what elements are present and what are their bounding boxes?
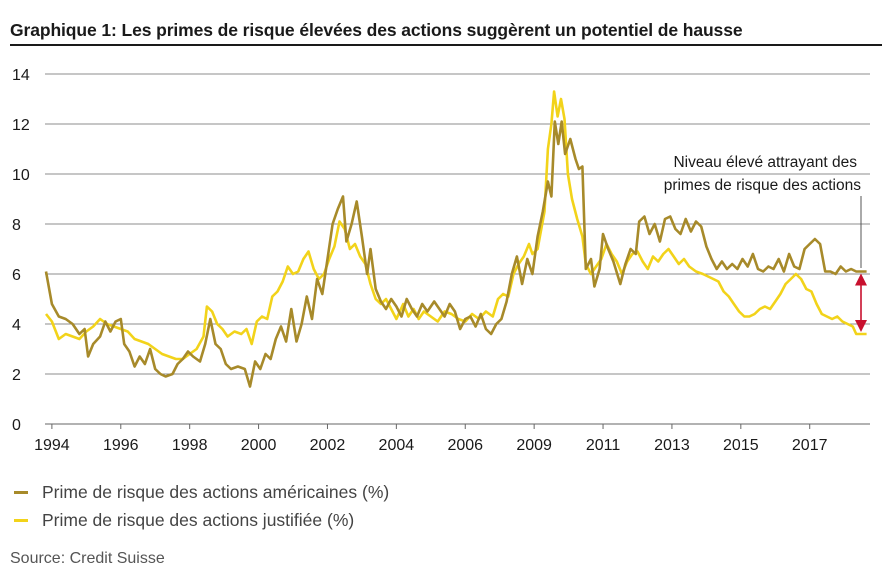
title-rule — [10, 44, 882, 46]
line-chart: 0 2 4 6 8 10 12 14 1994 1996 1998 2000 2002 2004 2006 2… — [12, 67, 870, 454]
chart-title: Graphique 1: Les primes de risque élevée… — [10, 20, 743, 40]
axis-layer: 0 2 4 6 8 10 12 14 1994 1996 1998 2000 2002 2004 2006 2… — [12, 67, 828, 454]
legend-label-us: Prime de risque des actions américaines … — [42, 481, 390, 502]
x-tick-label: 2013 — [654, 437, 690, 454]
legend-swatch-justified — [14, 518, 28, 522]
x-tick-label: 2002 — [310, 437, 346, 454]
y-tick-label: 10 — [12, 167, 30, 184]
series-layer — [44, 90, 867, 388]
spread-arrow-head-down — [855, 320, 867, 332]
y-tick-label: 12 — [12, 117, 30, 134]
y-tick-label: 0 — [12, 417, 21, 434]
y-tick-label: 14 — [12, 67, 30, 84]
x-tick-label: 1994 — [34, 437, 70, 454]
spread-arrow-head-up — [855, 273, 867, 286]
y-tick-label: 6 — [12, 267, 21, 284]
series-line-justified — [44, 90, 867, 361]
annotation-line-2: primes de risque des actions — [664, 177, 862, 194]
legend-item-us: Prime de risque des actions américaines … — [14, 478, 389, 506]
legend: Prime de risque des actions américaines … — [14, 478, 389, 534]
x-tick-label: 2000 — [241, 437, 277, 454]
x-tick-label: 2015 — [723, 437, 759, 454]
annotation-line-1: Niveau élevé attrayant des — [673, 154, 857, 171]
legend-swatch-us — [14, 490, 28, 494]
y-tick-label: 4 — [12, 317, 21, 334]
x-tick-label: 2006 — [447, 437, 483, 454]
series-line-us — [44, 120, 867, 388]
y-tick-label: 2 — [12, 367, 21, 384]
x-tick-label: 2004 — [379, 437, 415, 454]
x-tick-label: 1996 — [103, 437, 139, 454]
x-tick-label: 2009 — [516, 437, 552, 454]
x-tick-label: 2011 — [586, 437, 621, 454]
grid-layer — [45, 73, 870, 425]
x-tick-label: 1998 — [172, 437, 208, 454]
legend-item-justified: Prime de risque des actions justifiée (%… — [14, 506, 389, 534]
y-tick-label: 8 — [12, 217, 21, 234]
x-tick-label: 2017 — [792, 437, 828, 454]
annotation-layer: Niveau élevé attrayant des primes de ris… — [664, 154, 867, 332]
legend-label-justified: Prime de risque des actions justifiée (%… — [42, 509, 355, 530]
source-note: Source: Credit Suisse — [10, 550, 165, 567]
